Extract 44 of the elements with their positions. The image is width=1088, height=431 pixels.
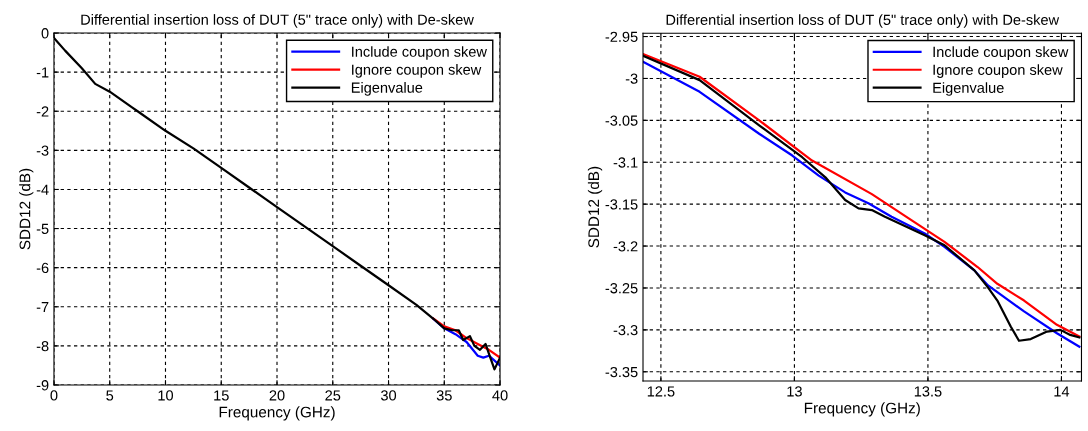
x-axis-title: Frequency (GHz) [804, 402, 920, 417]
legend-label: Include coupon skew [352, 46, 487, 60]
legend-label: Ignore coupon skew [933, 64, 1063, 78]
legend-label: Ignore coupon skew [352, 64, 482, 78]
y-tick-label: -3.15 [605, 199, 638, 210]
x-axis-title: Frequency (GHz) [219, 406, 335, 421]
y-tick-label: -8 [36, 341, 49, 352]
legend-label: Eigenvalue [351, 82, 423, 96]
y-tick-label: -3 [36, 145, 49, 156]
chart-title: Differential insertion loss of DUT (5" trace only) with De-skew [81, 14, 474, 28]
y-tick-label: 0 [41, 28, 49, 39]
x-tick-label: 0 [50, 390, 58, 401]
y-tick-label: -3 [625, 73, 638, 84]
y-tick-label: -2.95 [605, 31, 638, 42]
y-tick-label: -7 [36, 302, 49, 313]
y-tick-label: -9 [36, 380, 49, 391]
y-axis-title: SDD12 (dB) [587, 166, 603, 248]
x-tick-label: 15 [214, 390, 229, 401]
x-tick-label: 5 [106, 390, 114, 401]
x-tick-label: 20 [269, 390, 285, 401]
x-tick-label: 12.5 [647, 386, 675, 397]
y-tick-label: -3.25 [605, 283, 638, 294]
y-tick-label: -5 [36, 223, 49, 234]
y-tick-label: -3.05 [605, 115, 638, 126]
x-tick-label: 30 [380, 390, 397, 401]
x-tick-label: 10 [158, 390, 174, 401]
x-tick-label: 35 [436, 390, 452, 401]
y-tick-label: -3.1 [613, 157, 638, 168]
legend-label: Include coupon skew [933, 46, 1069, 60]
y-tick-label: -2 [36, 106, 49, 117]
x-tick-label: 14 [1054, 386, 1070, 397]
x-tick-label: 13 [787, 386, 802, 397]
chart-title: Differential insertion loss of DUT (5" trace only) with De-skew [666, 14, 1060, 28]
x-tick-label: 25 [325, 390, 341, 401]
x-tick-label: 13.5 [914, 386, 942, 397]
y-tick-label: -1 [36, 67, 49, 78]
x-tick-label: 40 [492, 390, 508, 401]
y-tick-label: -3.3 [613, 324, 638, 336]
y-tick-label: -3.35 [605, 366, 638, 378]
y-tick-label: -4 [36, 184, 49, 195]
y-tick-label: -6 [36, 262, 49, 274]
y-tick-label: -3.2 [613, 241, 638, 252]
legend-label: Eigenvalue [933, 82, 1004, 96]
y-axis-title: SDD12 (dB) [19, 168, 34, 250]
